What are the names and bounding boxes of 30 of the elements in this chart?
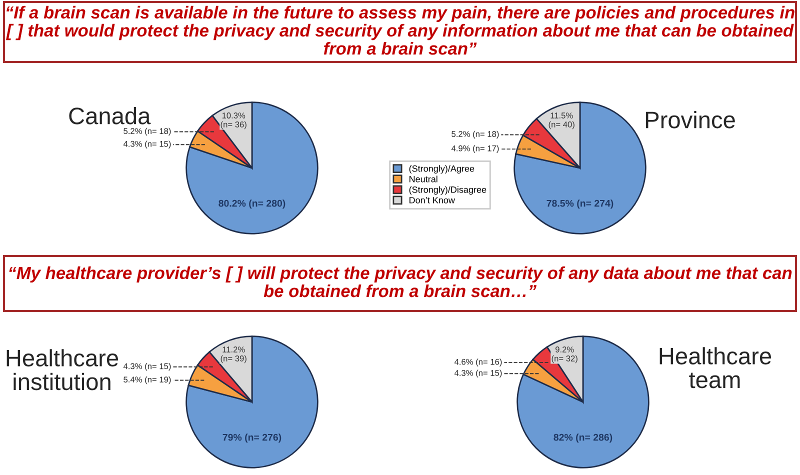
data-label: 79% (n= 276) [222,434,282,443]
legend-label: Don’t Know [410,197,455,204]
chart-title: Canada [69,106,151,124]
legend-label: (Strongly)/Disagree [409,186,486,195]
pie-slice [514,102,646,234]
legend-label: Neutral [410,176,438,182]
text: “If a brain scan is available in the future to assess my pain, there are policies and procedures in [ ] that would protect the privacy and security of any information about me that can be obtained from a brain scan” [6,6,794,55]
data-label: 11.5% (n= 40) [548,112,574,130]
data-label: 4.6% (n= 16) [454,358,502,366]
data-label: 4.3% (n= 15) [123,363,171,371]
data-label: 4.3% (n= 15) [454,370,502,378]
data-label: 4.9% (n= 17) [451,145,499,153]
data-label: 82% (n= 286) [554,434,612,443]
data-label: 11.2% (n= 39) [220,346,246,364]
pie-slice [186,102,318,234]
chart-title: Province [646,110,735,128]
legend-label: (Strongly)/Agree [409,165,474,174]
data-label: 9.2% (n= 32) [552,346,578,364]
data-label: 4.3% (n= 15) [123,140,171,148]
data-label: 5.2% (n= 18) [452,130,499,139]
text: Healthcare team [660,347,772,388]
text: “My healthcare provider’s [ ] will protect the privacy and security of any data about me that can be obtained from a brain scan…” [9,266,792,298]
text: Healthcare institution [6,349,118,390]
data-label: 80.2% (n= 280) [218,200,286,209]
pie-slice [516,336,650,468]
data-label: 5.2% (n= 18) [124,128,171,136]
data-label: 78.5% (n= 274) [546,200,614,209]
data-label: 10.3% (n= 36) [220,112,246,130]
data-label: 5.4% (n= 19) [124,376,171,384]
pie-slice [186,336,318,468]
